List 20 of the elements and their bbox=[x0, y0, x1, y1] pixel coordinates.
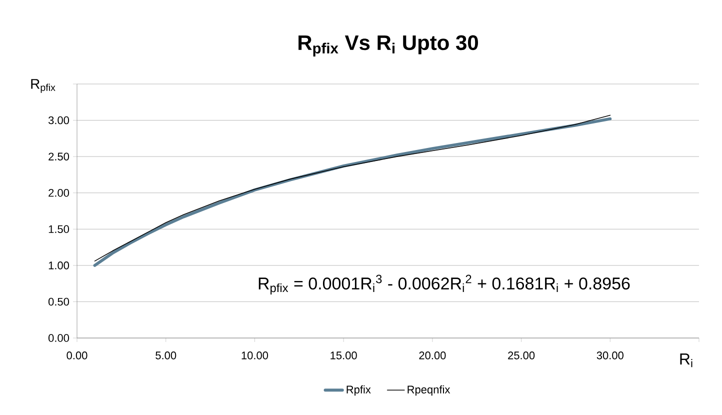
legend-label: Rpeqnfix bbox=[408, 385, 450, 396]
x-tick-label: 0.00 bbox=[66, 352, 88, 360]
y-tick-label: 1.00 bbox=[48, 262, 70, 270]
x-axis-title: R$_{i}$ bbox=[680, 354, 692, 368]
chart-title: R$_{pfix}$ Vs R$_{i}$ Upto 30 bbox=[298, 35, 478, 56]
x-tick-label: 15.00 bbox=[330, 352, 357, 360]
y-tick-label: 3.00 bbox=[48, 116, 70, 124]
y-tick-label: 0.50 bbox=[48, 298, 70, 306]
y-tick-label: 2.00 bbox=[48, 188, 70, 197]
y-axis-title: R$_{pfix}$ bbox=[31, 79, 56, 93]
x-tick-label: 5.00 bbox=[156, 352, 176, 360]
x-tick-label: 10.00 bbox=[242, 352, 268, 360]
y-tick-label: 1.50 bbox=[48, 225, 70, 234]
x-tick-label: 30.00 bbox=[596, 352, 624, 360]
text: R$_{pfix}$ = 0.0001R$_{i}$$^{3}$ - 0.0062R$_{i}$$^{2}$ + 0.1681R$_{i}$ + 0.8956 bbox=[258, 274, 630, 295]
x-tick-label: 25.00 bbox=[508, 352, 535, 360]
y-tick-label: 0.00 bbox=[48, 334, 70, 342]
x-tick-label: 20.00 bbox=[419, 352, 446, 360]
legend-label: Rpfix bbox=[346, 385, 371, 396]
y-tick-label: 2.50 bbox=[48, 152, 70, 160]
